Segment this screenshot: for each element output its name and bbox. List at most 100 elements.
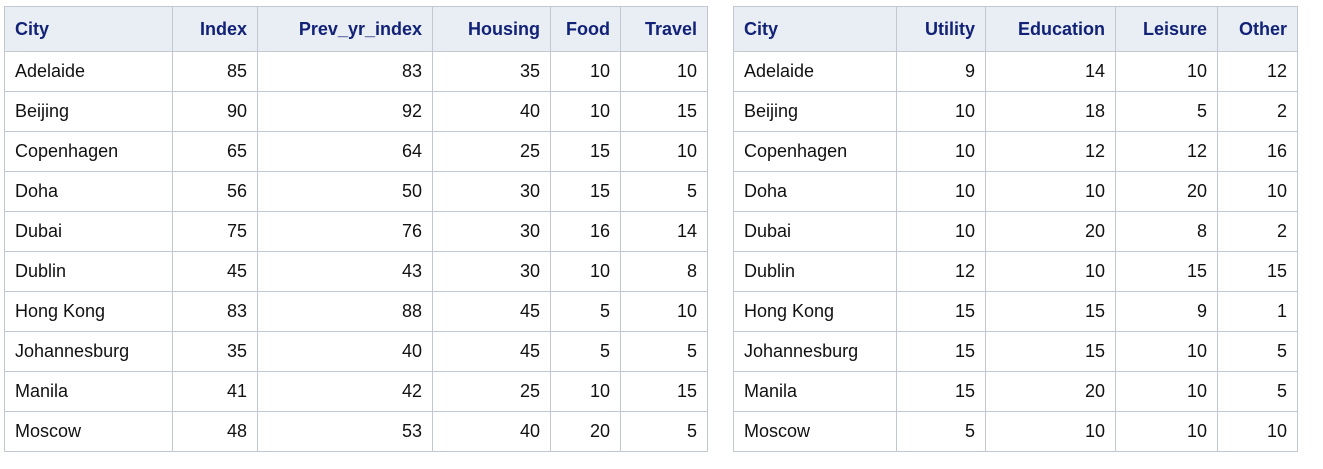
cell-prev-yr-index: 40 bbox=[257, 331, 433, 372]
cell-index: 75 bbox=[172, 211, 258, 252]
cell-city: Beijing bbox=[4, 91, 173, 132]
cell-travel: 5 bbox=[620, 411, 708, 452]
cell-prev-yr-index: 92 bbox=[257, 91, 433, 132]
cell-utility: 12 bbox=[896, 251, 986, 292]
column-header-other: Other bbox=[1217, 6, 1298, 52]
cell-index: 85 bbox=[172, 51, 258, 92]
cell-education: 15 bbox=[985, 291, 1116, 332]
header-row: City Utility Education Leisure Other bbox=[733, 6, 1298, 52]
cell-education: 20 bbox=[985, 371, 1116, 412]
cell-other: 10 bbox=[1217, 171, 1298, 212]
cell-travel: 8 bbox=[620, 251, 708, 292]
cell-travel: 10 bbox=[620, 131, 708, 172]
cell-leisure: 10 bbox=[1115, 371, 1218, 412]
cell-prev-yr-index: 53 bbox=[257, 411, 433, 452]
cell-housing: 30 bbox=[432, 251, 551, 292]
table-row: Dublin 12 10 15 15 bbox=[733, 251, 1298, 292]
cell-city: Adelaide bbox=[4, 51, 173, 92]
cell-food: 15 bbox=[550, 171, 621, 212]
cell-housing: 40 bbox=[432, 91, 551, 132]
table-row: Adelaide 9 14 10 12 bbox=[733, 51, 1298, 92]
cell-prev-yr-index: 42 bbox=[257, 371, 433, 412]
cell-city: Hong Kong bbox=[4, 291, 173, 332]
table-row: Dubai 10 20 8 2 bbox=[733, 211, 1298, 252]
column-header-city: City bbox=[4, 6, 173, 52]
cell-utility: 15 bbox=[896, 331, 986, 372]
cell-prev-yr-index: 76 bbox=[257, 211, 433, 252]
cell-city: Doha bbox=[733, 171, 897, 212]
table-row: Beijing 10 18 5 2 bbox=[733, 91, 1298, 132]
cell-travel: 5 bbox=[620, 171, 708, 212]
cell-utility: 9 bbox=[896, 51, 986, 92]
cell-city: Johannesburg bbox=[4, 331, 173, 372]
cell-prev-yr-index: 50 bbox=[257, 171, 433, 212]
cell-other: 16 bbox=[1217, 131, 1298, 172]
cell-index: 56 bbox=[172, 171, 258, 212]
cell-food: 10 bbox=[550, 91, 621, 132]
cell-city: Beijing bbox=[733, 91, 897, 132]
table-row: Moscow 5 10 10 10 bbox=[733, 411, 1298, 452]
left-data-table: City Index Prev_yr_index Housing Food Travel … bbox=[4, 6, 708, 452]
cell-food: 10 bbox=[550, 51, 621, 92]
cell-housing: 30 bbox=[432, 211, 551, 252]
cell-utility: 5 bbox=[896, 411, 986, 452]
cell-city: Johannesburg bbox=[733, 331, 897, 372]
cell-leisure: 12 bbox=[1115, 131, 1218, 172]
column-header-education: Education bbox=[985, 6, 1116, 52]
cell-housing: 40 bbox=[432, 411, 551, 452]
cell-other: 5 bbox=[1217, 331, 1298, 372]
cell-food: 5 bbox=[550, 331, 621, 372]
cell-city: Moscow bbox=[733, 411, 897, 452]
table-row: Beijing 90 92 40 10 15 bbox=[4, 91, 708, 132]
cell-travel: 5 bbox=[620, 331, 708, 372]
cell-housing: 35 bbox=[432, 51, 551, 92]
cell-index: 90 bbox=[172, 91, 258, 132]
cell-index: 65 bbox=[172, 131, 258, 172]
cell-housing: 30 bbox=[432, 171, 551, 212]
cell-education: 10 bbox=[985, 411, 1116, 452]
cell-leisure: 5 bbox=[1115, 91, 1218, 132]
cell-other: 15 bbox=[1217, 251, 1298, 292]
column-header-city: City bbox=[733, 6, 897, 52]
cell-city: Moscow bbox=[4, 411, 173, 452]
cell-leisure: 8 bbox=[1115, 211, 1218, 252]
table-row: Johannesburg 15 15 10 5 bbox=[733, 331, 1298, 372]
header-row: City Index Prev_yr_index Housing Food Travel bbox=[4, 6, 708, 52]
table-row: Hong Kong 83 88 45 5 10 bbox=[4, 291, 708, 332]
cell-leisure: 10 bbox=[1115, 51, 1218, 92]
cell-index: 83 bbox=[172, 291, 258, 332]
cell-food: 5 bbox=[550, 291, 621, 332]
column-header-housing: Housing bbox=[432, 6, 551, 52]
cell-travel: 14 bbox=[620, 211, 708, 252]
cell-city: Dublin bbox=[733, 251, 897, 292]
cell-other: 2 bbox=[1217, 91, 1298, 132]
cell-food: 15 bbox=[550, 131, 621, 172]
cell-prev-yr-index: 64 bbox=[257, 131, 433, 172]
cell-utility: 15 bbox=[896, 371, 986, 412]
cell-other: 2 bbox=[1217, 211, 1298, 252]
column-header-travel: Travel bbox=[620, 6, 708, 52]
cell-leisure: 20 bbox=[1115, 171, 1218, 212]
table-row: Hong Kong 15 15 9 1 bbox=[733, 291, 1298, 332]
cell-food: 10 bbox=[550, 251, 621, 292]
cell-leisure: 9 bbox=[1115, 291, 1218, 332]
cell-city: Copenhagen bbox=[4, 131, 173, 172]
cell-city: Dublin bbox=[4, 251, 173, 292]
cell-leisure: 10 bbox=[1115, 331, 1218, 372]
table-row: Doha 56 50 30 15 5 bbox=[4, 171, 708, 212]
cell-city: Adelaide bbox=[733, 51, 897, 92]
cell-education: 15 bbox=[985, 331, 1116, 372]
cell-utility: 10 bbox=[896, 211, 986, 252]
cell-education: 12 bbox=[985, 131, 1116, 172]
cell-education: 18 bbox=[985, 91, 1116, 132]
cell-city: Copenhagen bbox=[733, 131, 897, 172]
cell-housing: 45 bbox=[432, 331, 551, 372]
cell-prev-yr-index: 83 bbox=[257, 51, 433, 92]
table-row: Manila 15 20 10 5 bbox=[733, 371, 1298, 412]
column-header-food: Food bbox=[550, 6, 621, 52]
cell-utility: 15 bbox=[896, 291, 986, 332]
cell-city: Doha bbox=[4, 171, 173, 212]
cell-prev-yr-index: 43 bbox=[257, 251, 433, 292]
cell-other: 10 bbox=[1217, 411, 1298, 452]
cell-utility: 10 bbox=[896, 171, 986, 212]
